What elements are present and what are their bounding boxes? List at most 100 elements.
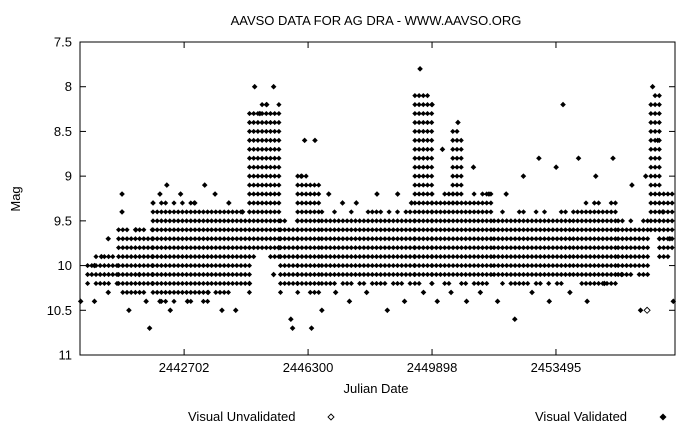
validated-point <box>275 244 282 251</box>
validated-point <box>520 173 527 179</box>
validated-point <box>567 289 573 296</box>
y-tick-label: 8 <box>65 79 72 94</box>
validated-point <box>584 298 590 305</box>
validated-observations-cloud <box>85 93 675 304</box>
validated-point <box>219 307 225 314</box>
validated-point <box>150 200 156 206</box>
validated-point <box>560 101 566 108</box>
validated-point <box>105 289 112 296</box>
validated-point <box>270 271 277 278</box>
validated-point <box>642 173 649 179</box>
validated-point <box>301 137 308 144</box>
validated-point <box>136 271 143 278</box>
validated-point <box>511 316 518 323</box>
validated-point <box>394 191 401 197</box>
x-axis-label: Julian Date <box>343 381 408 396</box>
y-tick-label: 7.5 <box>54 35 72 50</box>
validated-point <box>654 137 661 144</box>
y-tick-label: 9.5 <box>54 213 72 228</box>
validated-point <box>417 66 423 72</box>
validated-point <box>434 298 441 305</box>
validated-point <box>429 101 435 108</box>
legend-label-validated: Visual Validated <box>535 409 627 424</box>
validated-point <box>191 200 198 206</box>
validated-point <box>308 325 315 331</box>
validated-point <box>649 83 656 90</box>
validated-point <box>201 182 208 188</box>
validated-point <box>239 209 246 215</box>
validated-point <box>408 200 415 206</box>
validated-point <box>177 191 184 197</box>
validated-point <box>374 191 380 197</box>
validated-point <box>263 101 270 108</box>
validated-point <box>363 289 370 296</box>
validated-point <box>546 298 553 305</box>
validated-point <box>670 298 677 305</box>
validated-point <box>164 182 170 188</box>
validated-point <box>184 298 191 305</box>
validated-point <box>477 289 484 296</box>
x-tick-label: 2453495 <box>531 360 582 375</box>
y-tick-label: 11 <box>59 348 73 363</box>
validated-point <box>119 191 125 197</box>
validated-point <box>536 155 542 162</box>
validated-point <box>91 262 98 269</box>
validated-point <box>232 307 239 314</box>
validated-point <box>119 209 125 215</box>
validated-point <box>288 316 294 323</box>
validated-point <box>77 298 84 305</box>
data-points <box>77 66 677 331</box>
validated-point <box>486 191 492 197</box>
validated-point <box>226 200 232 206</box>
validated-point <box>167 307 174 314</box>
validated-point <box>319 307 325 314</box>
plot-frame <box>79 41 676 356</box>
validated-point <box>503 191 509 197</box>
validated-point <box>246 280 253 287</box>
validated-point <box>455 119 461 126</box>
validated-point <box>157 298 163 305</box>
y-axis-label: Mag <box>8 186 23 211</box>
y-tick-label: 8.5 <box>54 124 72 139</box>
validated-point <box>353 200 360 206</box>
validated-point <box>660 209 666 215</box>
validated-point <box>575 155 582 162</box>
validated-point <box>146 325 153 331</box>
validated-point <box>251 83 258 90</box>
validated-point <box>420 289 427 296</box>
validated-point <box>133 227 139 233</box>
validated-point <box>629 182 635 188</box>
validated-point <box>126 307 132 314</box>
x-axis: 2442702 2446300 2449898 2453495 <box>159 42 581 375</box>
unvalidated-point <box>643 306 651 314</box>
y-tick-label: 10 <box>58 258 72 273</box>
validated-point <box>494 298 501 305</box>
validated-point <box>667 235 673 242</box>
y-tick-label: 9 <box>65 169 72 184</box>
x-tick-label: 2446300 <box>283 360 334 375</box>
legend-open-diamond-icon <box>327 413 335 421</box>
validated-point <box>470 164 477 170</box>
x-tick-label: 2449898 <box>407 360 458 375</box>
validated-point <box>529 289 535 296</box>
validated-point <box>257 110 263 117</box>
validated-point <box>553 164 559 170</box>
x-tick-label: 2442702 <box>159 360 210 375</box>
validated-point <box>105 235 112 242</box>
validated-point <box>289 325 296 331</box>
validated-point <box>339 200 346 206</box>
validated-point <box>332 289 339 296</box>
validated-point <box>212 191 218 197</box>
validated-point <box>384 307 391 314</box>
validated-point <box>325 191 332 197</box>
validated-point <box>439 146 446 153</box>
validated-point <box>618 271 625 278</box>
validated-point <box>401 298 408 305</box>
validated-point <box>610 155 616 162</box>
legend-label-unvalidated: Visual Unvalidated <box>188 409 295 424</box>
validated-point <box>463 298 470 305</box>
y-tick-label: 10.5 <box>47 303 72 318</box>
validated-point <box>91 298 98 305</box>
validated-point <box>98 253 105 260</box>
